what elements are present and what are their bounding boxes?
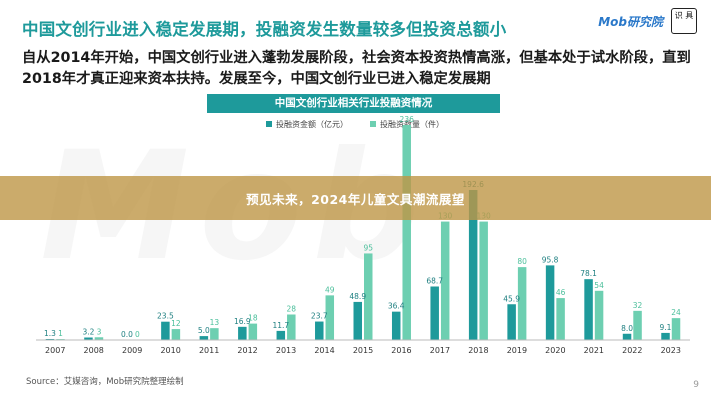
bar-s1-2011 [210, 328, 219, 340]
value-label-s0-2010: 23.5 [157, 312, 174, 321]
bar-s0-2023 [661, 332, 670, 340]
value-label-s0-2009: 0.0 [121, 330, 133, 339]
x-tick-2012: 2012 [237, 346, 257, 355]
value-label-s0-2012: 16.9 [234, 317, 251, 326]
bar-s1-2018 [479, 221, 488, 340]
bar-s0-2007 [45, 338, 55, 340]
bar-s1-2010 [171, 329, 181, 340]
value-label-s1-2022: 32 [633, 301, 643, 310]
chart-x-axis: 2007 2008 2009 2010 2011 2012 2013 2014 2015 2016… [36, 339, 690, 355]
bar-s1-2016 [402, 125, 411, 340]
value-label-s0-2013: 11.7 [272, 321, 289, 330]
bar-s0-2016 [391, 311, 401, 340]
x-tick-2016: 2016 [391, 346, 411, 355]
bar-s0-2013 [276, 330, 286, 340]
value-label-s1-2016: 236 [400, 115, 415, 124]
bar-s1-2015 [364, 253, 373, 340]
value-label-s0-2007: 1.3 [44, 329, 56, 338]
chart-title: 中国文创行业相关行业投融资情况 [207, 94, 500, 113]
page-number: 9 [693, 380, 699, 390]
bar-s0-2022 [622, 333, 632, 340]
x-tick-2010: 2010 [160, 346, 180, 355]
bar-s0-2021 [584, 279, 593, 340]
legend-label-1: 投融资数量（件） [380, 119, 444, 129]
x-tick-2021: 2021 [584, 346, 604, 355]
bar-s1-2013 [287, 314, 296, 340]
x-tick-2014: 2014 [314, 346, 334, 355]
value-label-s1-2007: 1 [58, 329, 63, 338]
legend-swatch-1 [370, 121, 376, 127]
x-tick-2019: 2019 [507, 346, 527, 355]
x-tick-2015: 2015 [353, 346, 373, 355]
value-label-s0-2011: 5.0 [198, 326, 210, 335]
value-label-s0-2014: 23.7 [311, 312, 328, 321]
value-label-s0-2008: 3.2 [82, 328, 94, 337]
bar-s1-2012 [248, 323, 258, 340]
investment-bar-chart: 投融资金额（亿元） 投融资数量（件） 1.3 1 3.2 3 0.0 023.5125.01… [36, 115, 690, 355]
value-label-s1-2014: 49 [325, 285, 335, 294]
bar-s1-2021 [594, 290, 604, 340]
x-tick-2011: 2011 [199, 346, 219, 355]
bar-s1-2020 [556, 298, 565, 340]
page-headline: 中国文创行业进入稳定发展期，投融资发生数量较多但投资总额小 [22, 20, 507, 39]
intro-paragraph: 自从2014年开始，中国文创行业进入蓬勃发展阶段，社会资本投资热情高涨，但基本处… [22, 50, 691, 87]
bar-s0-2020 [545, 265, 555, 340]
x-tick-2013: 2013 [276, 346, 296, 355]
value-label-s0-2021: 78.1 [580, 269, 597, 278]
x-tick-2007: 2007 [45, 346, 65, 355]
x-tick-2009: 2009 [122, 346, 142, 355]
value-label-s1-2009: 0 [135, 330, 140, 339]
bar-s1-2022 [633, 310, 642, 340]
video-title-overlay[interactable]: 预见未来，2024年儿童文具潮流展望 [0, 176, 711, 220]
brand-logo-icon: 识 具 [671, 8, 697, 34]
bar-s0-2011 [199, 336, 209, 340]
value-label-s0-2015: 48.9 [349, 292, 366, 301]
x-tick-2018: 2018 [468, 346, 488, 355]
chart-value-labels: 1.3 1 3.2 3 0.0 0 23.512 5.013 16.918 11.7 28 23.7 4… [44, 115, 681, 339]
bar-s0-2015 [353, 301, 362, 340]
value-label-s1-2019: 80 [517, 257, 527, 266]
bar-s0-2019 [507, 304, 516, 340]
bar-s0-2008 [84, 337, 93, 340]
bar-s1-2023 [671, 318, 681, 340]
bar-s1-2008 [94, 337, 104, 340]
value-label-s0-2017: 68.7 [426, 276, 443, 285]
bar-s0-2014 [315, 321, 324, 340]
bar-s1-2017 [440, 221, 450, 340]
value-label-s1-2010: 12 [171, 319, 181, 328]
value-label-s0-2023: 9.1 [660, 323, 672, 332]
chart-legend: 投融资金额（亿元） 投融资数量（件） [266, 119, 444, 129]
bar-s1-2014 [325, 295, 335, 340]
x-tick-2020: 2020 [545, 346, 565, 355]
value-label-s0-2022: 8.0 [621, 324, 633, 333]
x-tick-2023: 2023 [661, 346, 681, 355]
value-label-s0-2019: 45.9 [503, 294, 520, 303]
chart-bars [45, 125, 681, 340]
x-tick-2022: 2022 [622, 346, 642, 355]
value-label-s1-2015: 95 [363, 243, 373, 252]
value-label-s1-2013: 28 [287, 304, 297, 313]
source-note: Source：艾媒咨询，Mob研究院整理绘制 [26, 377, 184, 387]
brand-name: Mob研究院 [598, 14, 663, 29]
x-tick-2008: 2008 [84, 346, 104, 355]
value-label-s1-2023: 24 [671, 308, 681, 317]
overlay-title: 预见未来，2024年儿童文具潮流展望 [246, 191, 465, 207]
bar-s0-2012 [238, 326, 247, 340]
value-label-s1-2011: 13 [210, 318, 220, 327]
bar-s0-2010 [161, 321, 170, 340]
value-label-s0-2020: 95.8 [542, 255, 559, 264]
value-label-s1-2012: 18 [248, 314, 258, 323]
value-label-s1-2020: 46 [556, 288, 566, 297]
value-label-s1-2021: 54 [594, 281, 604, 290]
legend-swatch-0 [266, 121, 272, 127]
bar-s1-2019 [517, 267, 527, 340]
bar-s0-2018 [468, 190, 478, 340]
legend-label-0: 投融资金额（亿元） [276, 119, 348, 129]
value-label-s0-2016: 36.4 [388, 302, 405, 311]
x-tick-2017: 2017 [430, 346, 450, 355]
bar-s0-2017 [430, 286, 439, 340]
value-label-s1-2008: 3 [97, 327, 102, 336]
brand-area: Mob研究院 识 具 [598, 8, 697, 34]
